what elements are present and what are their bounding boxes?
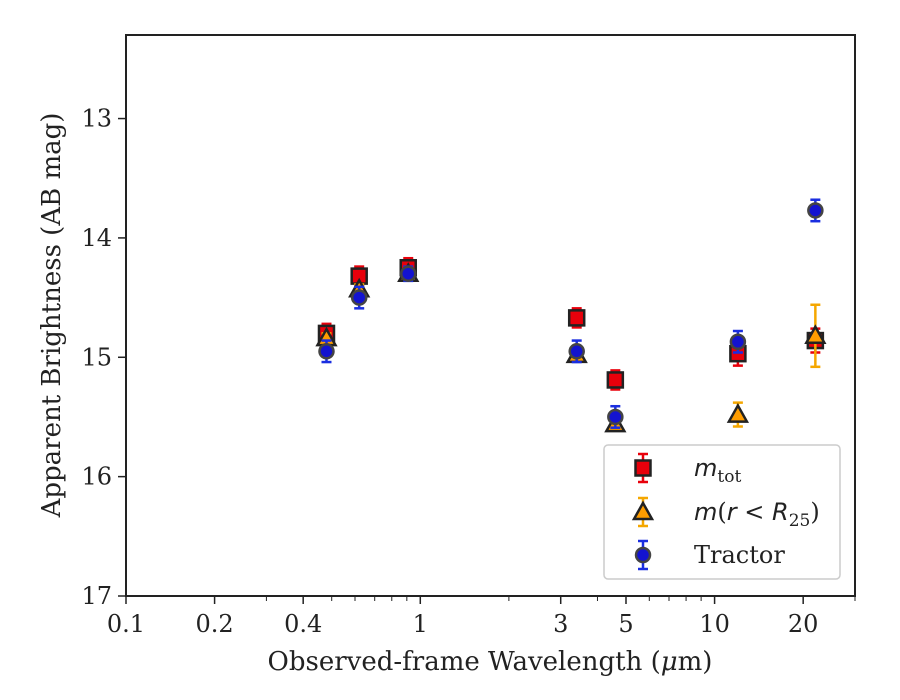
x-tick-label: 1 bbox=[413, 610, 428, 638]
legend-marker bbox=[634, 546, 652, 564]
legend-marker bbox=[634, 459, 652, 477]
x-axis-label: Observed-frame Wavelength (μm) bbox=[268, 647, 713, 677]
legend: mtot m(r < R25) Tractor bbox=[603, 444, 841, 580]
x-tick-label: 0.1 bbox=[107, 610, 145, 638]
legend-item: m(r < R25) bbox=[631, 496, 820, 531]
x-tick-label: 0.4 bbox=[284, 610, 322, 638]
legend-item: mtot bbox=[634, 452, 741, 487]
data-point bbox=[606, 371, 625, 389]
series-circle bbox=[318, 198, 824, 429]
data-point bbox=[729, 333, 747, 351]
plot-marks bbox=[315, 198, 827, 433]
y-tick-label: 13 bbox=[81, 105, 112, 133]
y-axis: 13 14 15 16 17 bbox=[81, 105, 126, 610]
legend-label: m(r < R25) bbox=[694, 498, 820, 531]
x-tick-label: 5 bbox=[618, 610, 633, 638]
data-point bbox=[607, 408, 624, 426]
y-axis-label: Apparent Brightness (AB mag) bbox=[37, 113, 67, 519]
legend-marker bbox=[631, 500, 655, 521]
legend-label: mtot bbox=[694, 454, 741, 487]
y-tick-label: 14 bbox=[81, 224, 112, 252]
data-point bbox=[399, 265, 417, 282]
x-tick-label: 20 bbox=[788, 610, 819, 638]
x-tick-label: 0.2 bbox=[196, 610, 234, 638]
legend-label: Tractor bbox=[694, 541, 785, 569]
plot-frame bbox=[125, 34, 856, 597]
legend-item: Tractor bbox=[634, 539, 785, 571]
data-point bbox=[807, 202, 824, 219]
data-point bbox=[726, 403, 750, 423]
data-point bbox=[804, 324, 827, 345]
y-tick-label: 16 bbox=[81, 463, 112, 491]
data-point bbox=[318, 343, 335, 360]
x-tick-label: 3 bbox=[553, 610, 568, 638]
y-tick-label: 17 bbox=[81, 582, 112, 610]
x-axis: 0.1 0.2 0.4 1 3 5 10 20 bbox=[107, 596, 856, 638]
x-tick-label: 10 bbox=[699, 610, 730, 638]
y-tick-label: 15 bbox=[81, 343, 112, 371]
data-point bbox=[568, 343, 585, 360]
data-point bbox=[350, 289, 368, 306]
series-square bbox=[317, 256, 825, 391]
legend-box bbox=[603, 444, 841, 580]
data-point bbox=[567, 309, 586, 327]
